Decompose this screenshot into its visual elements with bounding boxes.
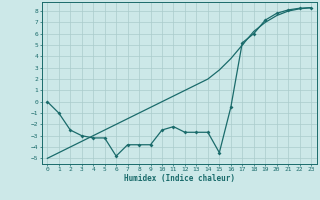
X-axis label: Humidex (Indice chaleur): Humidex (Indice chaleur) [124, 174, 235, 183]
